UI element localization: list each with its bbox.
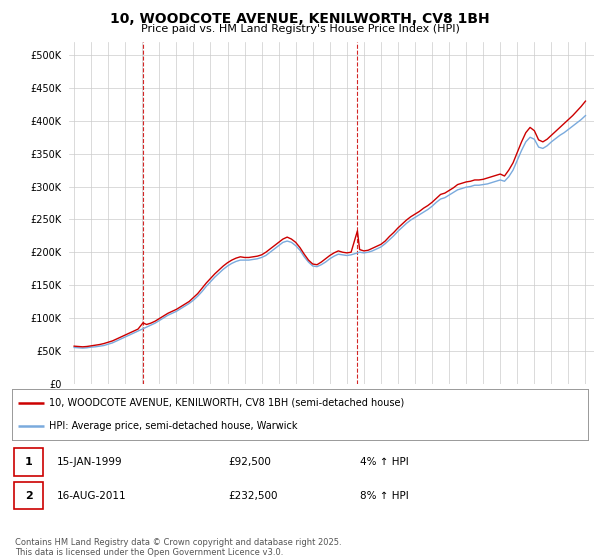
Text: 10, WOODCOTE AVENUE, KENILWORTH, CV8 1BH (semi-detached house): 10, WOODCOTE AVENUE, KENILWORTH, CV8 1BH… (49, 398, 404, 408)
Text: 8% ↑ HPI: 8% ↑ HPI (360, 491, 409, 501)
Text: Price paid vs. HM Land Registry's House Price Index (HPI): Price paid vs. HM Land Registry's House … (140, 24, 460, 34)
Text: 4% ↑ HPI: 4% ↑ HPI (360, 457, 409, 467)
Text: 16-AUG-2011: 16-AUG-2011 (57, 491, 127, 501)
Text: Contains HM Land Registry data © Crown copyright and database right 2025.
This d: Contains HM Land Registry data © Crown c… (15, 538, 341, 557)
Text: 1: 1 (25, 457, 32, 467)
Text: £232,500: £232,500 (228, 491, 277, 501)
Text: 15-JAN-1999: 15-JAN-1999 (57, 457, 122, 467)
Text: 2: 2 (25, 491, 32, 501)
Text: 10, WOODCOTE AVENUE, KENILWORTH, CV8 1BH: 10, WOODCOTE AVENUE, KENILWORTH, CV8 1BH (110, 12, 490, 26)
Text: £92,500: £92,500 (228, 457, 271, 467)
Text: HPI: Average price, semi-detached house, Warwick: HPI: Average price, semi-detached house,… (49, 421, 298, 431)
